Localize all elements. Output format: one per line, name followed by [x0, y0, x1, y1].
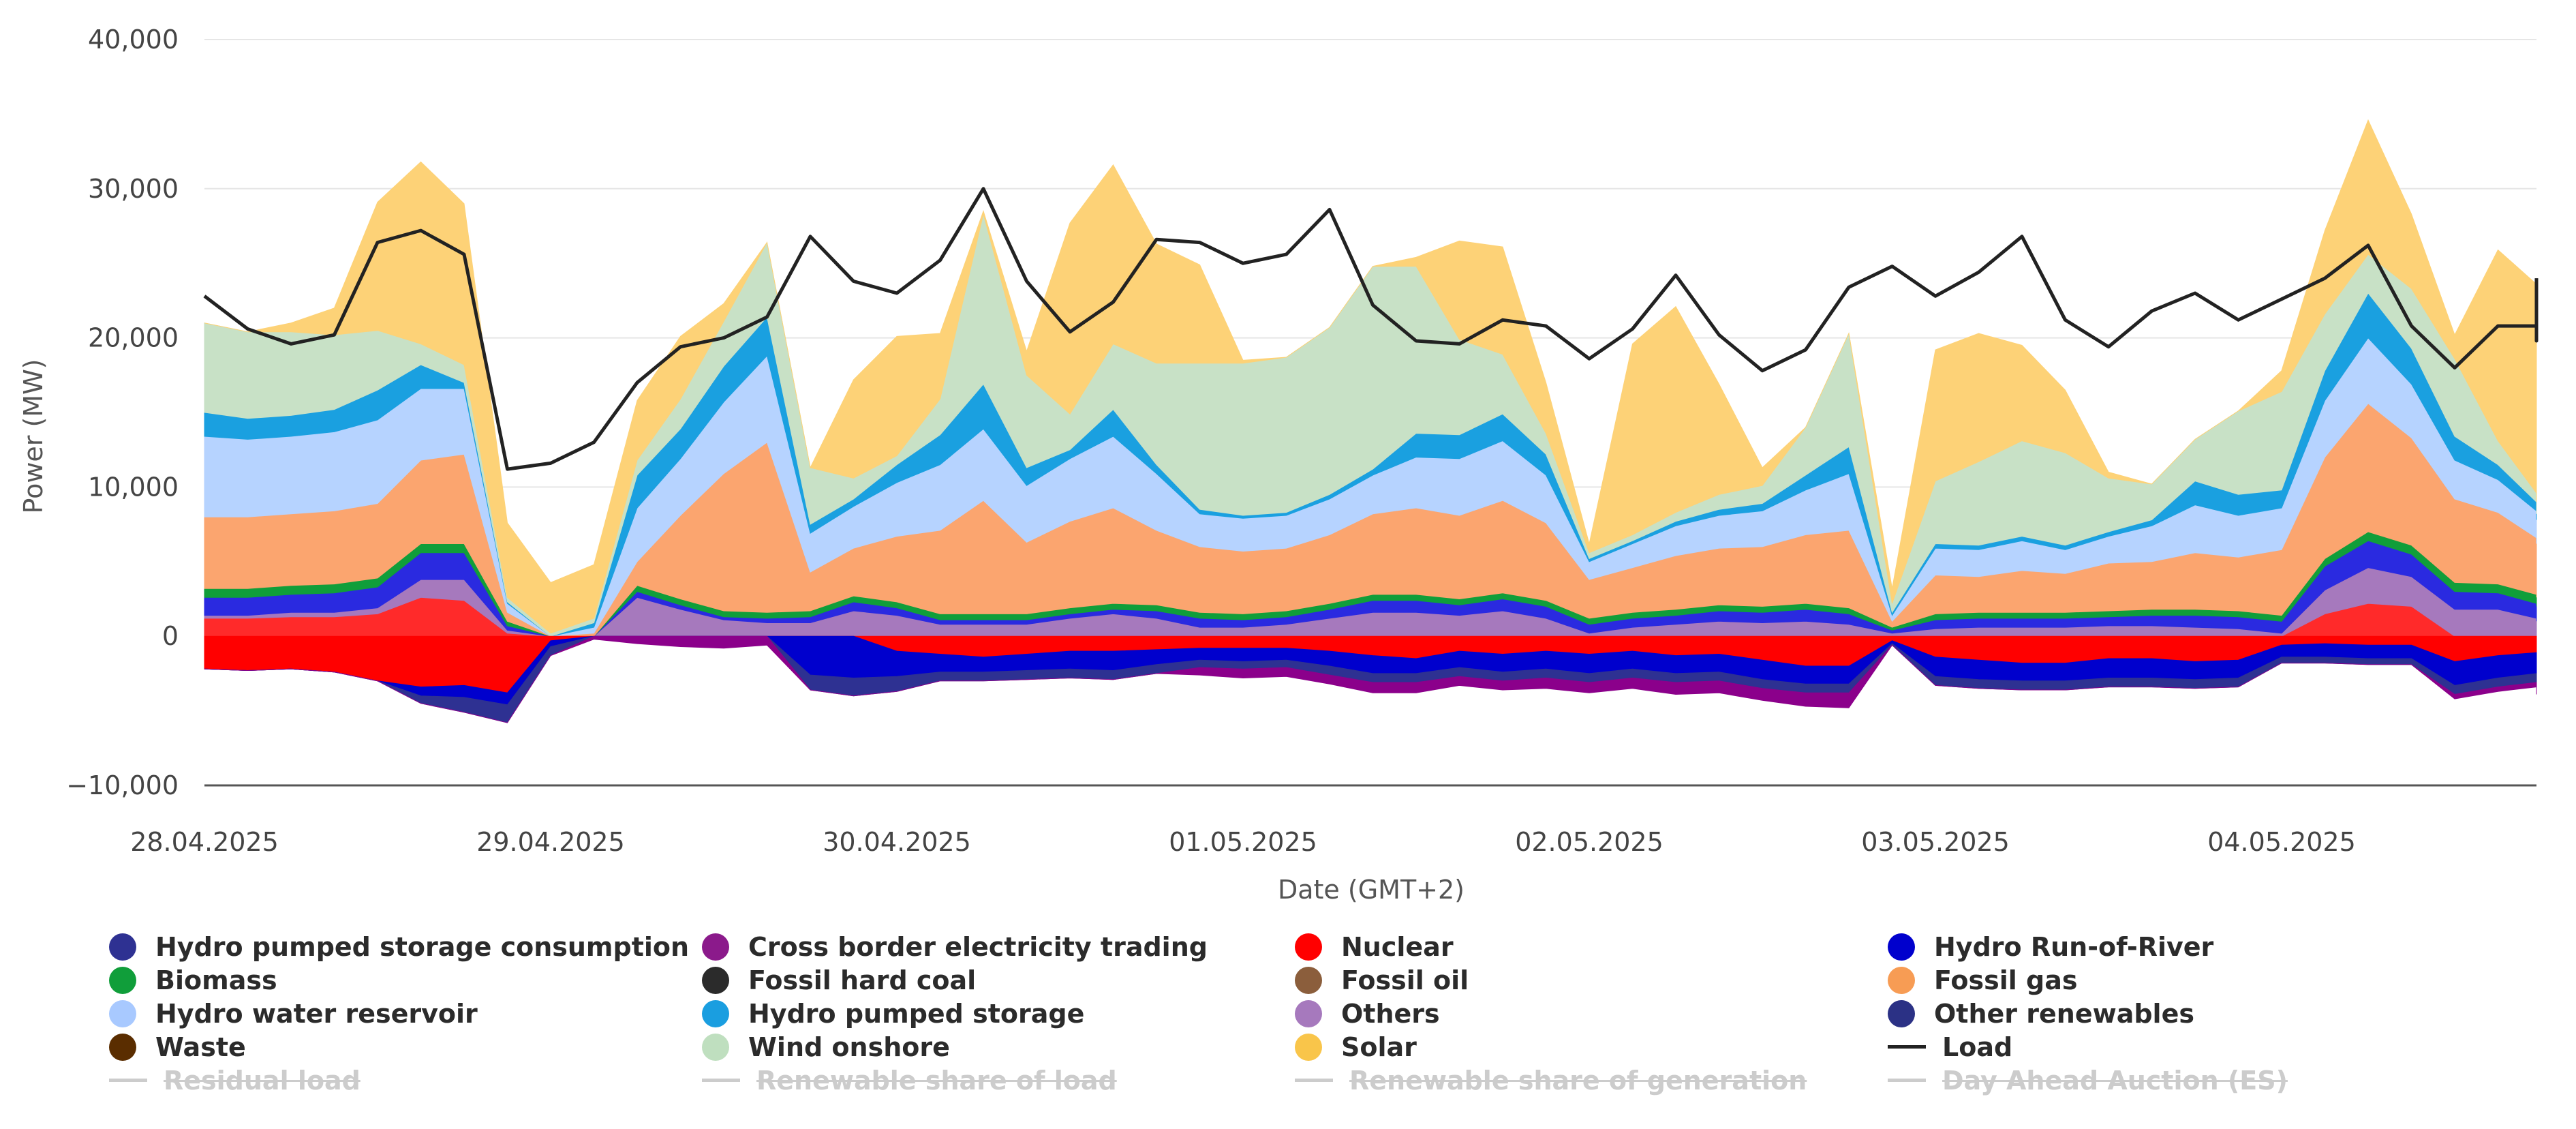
legend-label: Fossil oil	[1341, 965, 1469, 995]
legend-item-hydro-water-reservoir[interactable]: Hydro water reservoir	[109, 997, 702, 1030]
legend-item-other-renewables[interactable]: Other renewables	[1888, 997, 2481, 1030]
legend-dot-icon	[702, 966, 729, 994]
legend-item-waste[interactable]: Waste	[109, 1030, 702, 1064]
legend-dot-icon	[1888, 966, 1915, 994]
legend-dot-icon	[109, 933, 136, 961]
legend-label: Nuclear	[1341, 931, 1454, 962]
x-tick-label: 30.04.2025	[823, 827, 971, 857]
legend-label: Cross border electricity trading	[748, 931, 1208, 962]
legend-item-hydro-run-of-river[interactable]: Hydro Run-of-River	[1888, 930, 2481, 963]
legend-label: Hydro pumped storage	[748, 998, 1085, 1029]
legend-dot-icon	[702, 999, 729, 1027]
legend-label: Fossil hard coal	[748, 965, 977, 995]
legend-item-cross-border-electricity-trading[interactable]: Cross border electricity trading	[702, 930, 1295, 963]
legend-item-renewable-share-of-generation[interactable]: Renewable share of generation	[1295, 1064, 1888, 1097]
y-axis-title: Power (MW)	[18, 359, 48, 514]
x-tick-label: 28.04.2025	[130, 827, 279, 857]
legend-label: Hydro Run-of-River	[1934, 931, 2214, 962]
legend-label: Load	[1942, 1032, 2013, 1062]
legend-label: Others	[1341, 998, 1440, 1029]
legend-label: Hydro water reservoir	[155, 998, 478, 1029]
legend-line-icon	[109, 1079, 147, 1082]
legend-dot-icon	[1295, 999, 1322, 1027]
legend-line-icon	[702, 1079, 740, 1082]
area-solar	[204, 119, 2537, 634]
legend-dot-icon	[702, 933, 729, 961]
legend-line-icon	[1888, 1045, 1926, 1049]
legend-item-hydro-pumped-storage-consumption[interactable]: Hydro pumped storage consumption	[109, 930, 702, 963]
legend-dot-icon	[109, 966, 136, 994]
y-tick-label: 20,000	[88, 323, 179, 353]
y-tick-label: 30,000	[88, 174, 179, 204]
legend-label: Solar	[1341, 1032, 1417, 1062]
legend-label: Hydro pumped storage consumption	[155, 931, 690, 962]
x-tick-label: 01.05.2025	[1169, 827, 1317, 857]
legend-dot-icon	[1295, 933, 1322, 961]
x-axis-title: Date (GMT+2)	[1278, 875, 1465, 905]
legend: Hydro pumped storage consumption Cross bo…	[109, 930, 2508, 1097]
y-tick-label: −10,000	[66, 770, 179, 800]
legend-item-wind-onshore[interactable]: Wind onshore	[702, 1030, 1295, 1064]
x-tick-label: 03.05.2025	[1861, 827, 2010, 857]
legend-dot-icon	[1888, 999, 1915, 1027]
y-tick-label: 40,000	[88, 25, 179, 55]
area-series	[204, 119, 2537, 723]
legend-item-fossil-hard-coal[interactable]: Fossil hard coal	[702, 963, 1295, 997]
y-tick-label: 0	[162, 621, 179, 651]
legend-dot-icon	[1888, 933, 1915, 961]
y-tick-label: 10,000	[88, 472, 179, 502]
legend-dot-icon	[109, 999, 136, 1027]
legend-item-others[interactable]: Others	[1295, 997, 1888, 1030]
x-tick-label: 04.05.2025	[2207, 827, 2356, 857]
legend-dot-icon	[1295, 966, 1322, 994]
legend-line-icon	[1888, 1079, 1926, 1082]
legend-dot-icon	[109, 1033, 136, 1061]
axes: −10,000 0 10,000 20,000 30,000 40,000 28.04.20…	[66, 25, 2536, 857]
legend-label: Waste	[155, 1032, 246, 1062]
legend-label: Other renewables	[1934, 998, 2194, 1029]
legend-dot-icon	[1295, 1033, 1322, 1061]
legend-item-fossil-gas[interactable]: Fossil gas	[1888, 963, 2481, 997]
legend-item-residual-load[interactable]: Residual load	[109, 1064, 702, 1097]
legend-item-fossil-oil[interactable]: Fossil oil	[1295, 963, 1888, 997]
x-tick-label: 02.05.2025	[1515, 827, 1663, 857]
legend-item-day-ahead-auction-es-[interactable]: Day Ahead Auction (ES)	[1888, 1064, 2481, 1097]
legend-label: Day Ahead Auction (ES)	[1942, 1065, 2288, 1096]
legend-dot-icon	[702, 1033, 729, 1061]
legend-label: Renewable share of load	[756, 1065, 1117, 1096]
x-tick-label: 29.04.2025	[476, 827, 625, 857]
load-line	[203, 187, 2539, 471]
legend-label: Wind onshore	[748, 1032, 950, 1062]
legend-item-nuclear[interactable]: Nuclear	[1295, 930, 1888, 963]
legend-item-hydro-pumped-storage[interactable]: Hydro pumped storage	[702, 997, 1295, 1030]
load-series-line	[203, 187, 2539, 471]
legend-line-icon	[1295, 1079, 1333, 1082]
legend-item-solar[interactable]: Solar	[1295, 1030, 1888, 1064]
legend-label: Renewable share of generation	[1349, 1065, 1807, 1096]
legend-label: Residual load	[164, 1065, 361, 1096]
legend-label: Fossil gas	[1934, 965, 2078, 995]
legend-item-biomass[interactable]: Biomass	[109, 963, 702, 997]
legend-item-load[interactable]: Load	[1888, 1030, 2481, 1064]
legend-item-renewable-share-of-load[interactable]: Renewable share of load	[702, 1064, 1295, 1097]
area-cross-border-electricity-trading-negative	[204, 635, 2537, 723]
legend-label: Biomass	[155, 965, 277, 995]
